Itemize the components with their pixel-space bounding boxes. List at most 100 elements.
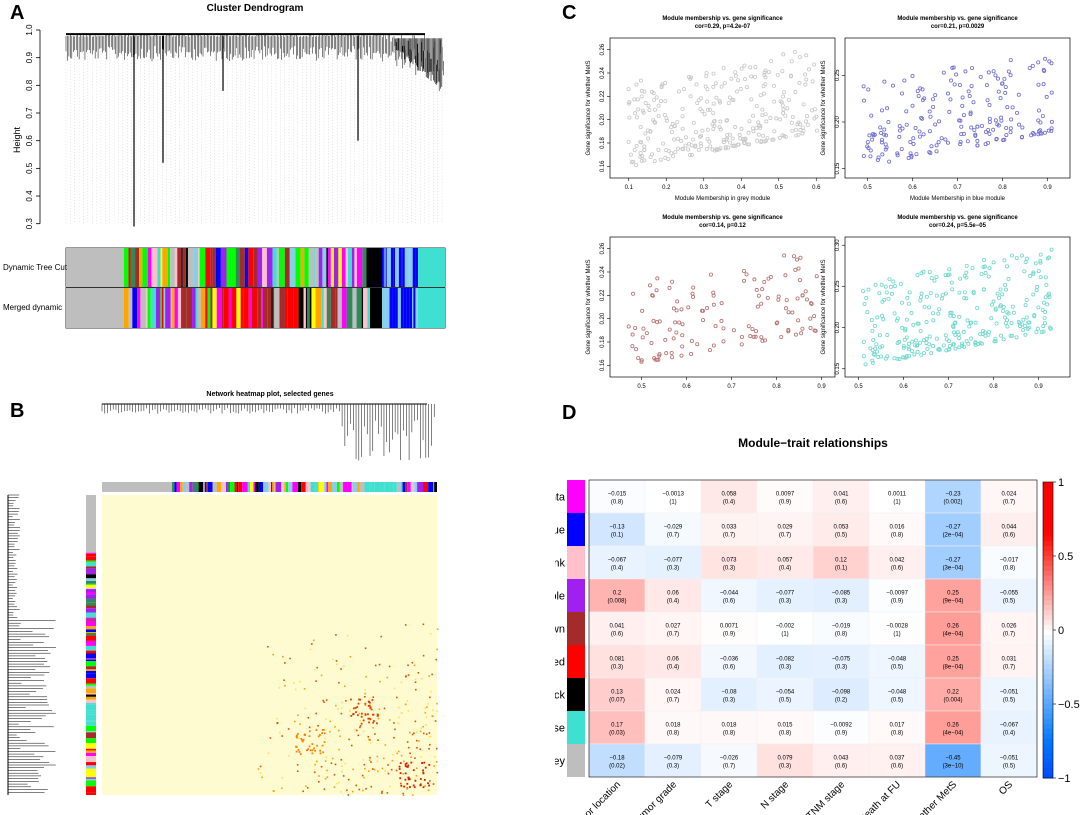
network-heatmap-matrix [102, 495, 439, 796]
heatmap-cell [276, 717, 279, 720]
color-bar-segment [274, 288, 280, 328]
heatmap-cell-pvalue: (1) [893, 632, 900, 638]
scatter-point [656, 114, 661, 119]
scatter-point [995, 291, 1000, 296]
module-row-label: MEgrey [555, 756, 565, 768]
scatter-point [886, 120, 891, 125]
top-bar-segment [301, 482, 306, 492]
heatmap-cell-value: 0.017 [889, 723, 905, 729]
scatter-point [725, 133, 730, 138]
module-row-label: MEpurple [555, 591, 565, 603]
scatter-point [661, 141, 666, 146]
scatter-point [805, 122, 810, 127]
trait-column-label: N stage [759, 779, 791, 811]
color-bar-segment [216, 288, 223, 328]
scatter-point [918, 298, 923, 303]
left-bar-segment [86, 659, 96, 662]
heatmap-cell-value: 0.25 [947, 591, 959, 597]
scatter-point [690, 291, 695, 296]
scatter-x-tick-label: 0.3 [700, 185, 709, 191]
scatter-point [879, 108, 884, 113]
scatter-point [790, 128, 795, 133]
heatmap-cell [812, 644, 870, 679]
scatter-point [796, 266, 801, 271]
color-bar-segment [170, 248, 175, 287]
scatter-point [981, 257, 986, 262]
heatmap-cell-pvalue: (0.7) [1003, 632, 1015, 638]
heatmap-cell [308, 745, 311, 748]
scatter-point [1047, 295, 1052, 300]
scatter-point [911, 141, 916, 146]
scatter-point [1043, 275, 1048, 280]
scatter-point [758, 123, 763, 128]
left-bar-segment [86, 645, 96, 651]
color-bar-segment [185, 248, 188, 287]
scatter-point [776, 297, 781, 302]
top-bar-segment [371, 482, 375, 492]
heatmap-cell [380, 635, 383, 638]
top-bar-segment [182, 482, 187, 492]
scatter-point [982, 264, 987, 269]
scatter-point [885, 354, 890, 359]
heatmap-cell [369, 718, 372, 721]
scatter-point [987, 103, 992, 108]
left-bar-segment [86, 583, 96, 585]
heatmap-cell [980, 545, 1038, 580]
heatmap-cell [980, 710, 1038, 745]
heatmap-cell-value: −0.13 [609, 525, 625, 531]
heatmap-cell [406, 700, 409, 702]
color-bar-segment [354, 248, 357, 287]
scatter-point [639, 158, 644, 163]
scatter-point [723, 146, 728, 151]
heatmap-cell [422, 732, 425, 735]
top-bar-segment [315, 482, 318, 492]
heatmap-cell [588, 743, 646, 778]
heatmap-cell [281, 735, 284, 737]
heatmap-cell [362, 719, 365, 722]
top-bar-segment [238, 482, 243, 492]
heatmap-cell [407, 778, 410, 781]
scatter-point [993, 307, 998, 312]
heatmap-cell [428, 732, 431, 734]
heatmap-cell-pvalue: (0.7) [1003, 500, 1015, 506]
scatter-point [672, 124, 677, 129]
scatter-point [669, 130, 674, 135]
left-bar-segment [86, 589, 96, 593]
heatmap-cell [367, 717, 370, 720]
heatmap-cell-value: 0.06 [667, 657, 679, 663]
scatter-point [718, 127, 723, 132]
scatter-point [799, 331, 804, 336]
scatter-point [987, 131, 992, 136]
scatter-point [955, 330, 960, 335]
heatmap-cell [350, 698, 352, 701]
scatter-point [688, 94, 693, 99]
heatmap-cell [422, 769, 424, 772]
scatter-point [975, 124, 980, 129]
heatmap-cell [340, 770, 343, 773]
heatmap-cell-pvalue: (0.02) [609, 764, 625, 770]
scatter-plot-2: Module membership vs. gene significancec… [821, 16, 1071, 202]
scatter-point [753, 65, 758, 70]
scatter-point [723, 144, 728, 149]
heatmap-cell-pvalue: (0.6) [723, 665, 735, 671]
heatmap-cell [410, 761, 413, 764]
heatmap-cell [374, 733, 376, 735]
scatter-point [755, 138, 760, 143]
scatter-point [680, 333, 685, 338]
scatter-point [719, 301, 724, 306]
color-bar-segment [307, 288, 310, 328]
scatter-point [630, 332, 635, 337]
heatmap-cell [323, 701, 325, 703]
heatmap-cell [334, 763, 337, 766]
scatter-point [721, 65, 726, 70]
heatmap-cell [372, 727, 374, 729]
scatter-point [755, 304, 760, 309]
heatmap-cell-value: −0.085 [832, 591, 851, 597]
heatmap-cell-pvalue: (0.5) [1003, 764, 1015, 770]
heatmap-cell [358, 788, 361, 791]
left-bar-segment [86, 633, 96, 636]
color-bar-segment [338, 248, 342, 287]
scatter-point [1041, 82, 1046, 87]
heatmap-cell [371, 768, 374, 770]
scatter-point [776, 294, 781, 299]
